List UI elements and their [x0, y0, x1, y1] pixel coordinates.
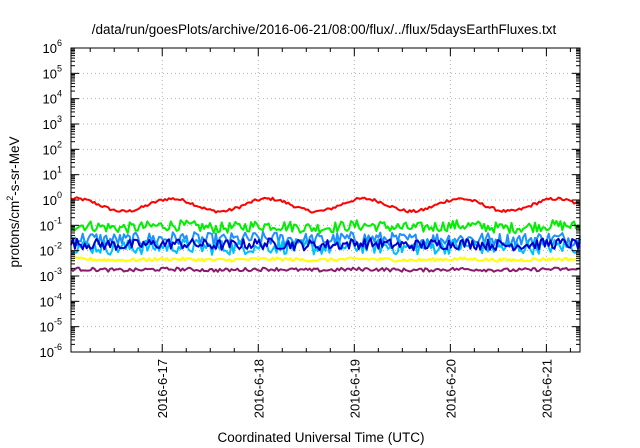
- x-tick-label: 2016-6-21: [539, 359, 554, 418]
- axis-ticks: [71, 47, 580, 353]
- x-tick-label: 2016-6-19: [347, 359, 362, 418]
- y-tick-exponent: 5: [57, 63, 62, 73]
- series-line-3: [70, 230, 581, 248]
- chart-title: /data/run/goesPlots/archive/2016-06-21/0…: [92, 22, 557, 37]
- y-tick-label: 100: [43, 190, 62, 208]
- series-line-2: [70, 219, 581, 235]
- y-tick-label: 10-1: [40, 215, 62, 233]
- y-tick-label: 106: [43, 38, 62, 56]
- y-tick-base: 10: [40, 218, 54, 233]
- y-axis-label-suffix: -s-sr-MeV: [7, 136, 22, 195]
- x-tick-label: 2016-6-18: [251, 359, 266, 418]
- y-tick-label: 10-4: [40, 291, 62, 309]
- y-tick-exponent: 0: [57, 190, 62, 200]
- y-tick-exponent: -4: [54, 291, 62, 301]
- y-tick-base: 10: [40, 345, 54, 360]
- y-tick-base: 10: [43, 66, 57, 81]
- y-tick-label: 10-3: [40, 266, 62, 284]
- y-tick-exponent: -1: [54, 215, 62, 225]
- y-tick-base: 10: [43, 92, 57, 107]
- y-tick-label: 10-2: [40, 241, 62, 259]
- y-axis-label-superscript: 2: [5, 196, 15, 201]
- y-axis-label-prefix: protons/cm: [7, 201, 22, 268]
- series-layer: [70, 196, 581, 273]
- y-tick-exponent: -5: [54, 317, 62, 327]
- grid-lines: [71, 48, 580, 352]
- series-line-6: [70, 256, 581, 263]
- y-tick-exponent: 1: [57, 165, 62, 175]
- x-tick-label: 2016-6-17: [155, 359, 170, 418]
- y-tick-base: 10: [43, 117, 57, 132]
- y-tick-label: 105: [43, 63, 62, 81]
- y-tick-base: 10: [40, 320, 54, 335]
- y-tick-base: 10: [43, 168, 57, 183]
- y-tick-label: 10-6: [40, 342, 62, 360]
- y-tick-exponent: 2: [57, 139, 62, 149]
- y-tick-label: 103: [43, 114, 62, 132]
- y-tick-base: 10: [40, 244, 54, 259]
- y-tick-base: 10: [40, 294, 54, 309]
- y-tick-exponent: -2: [54, 241, 62, 251]
- series-line-1: [70, 196, 581, 214]
- y-tick-base: 10: [40, 269, 54, 284]
- y-tick-exponent: 3: [57, 114, 62, 124]
- y-tick-exponent: -3: [54, 266, 62, 276]
- y-tick-base: 10: [43, 41, 57, 56]
- series-line-5: [70, 237, 581, 252]
- y-tick-labels: 10-610-510-410-310-210-11001011021031041…: [40, 38, 62, 360]
- x-tick-label: 2016-6-20: [443, 359, 458, 418]
- x-tick-labels: 2016-6-17 2016-6-18 2016-6-19 2016-6-20 2016…: [155, 359, 554, 418]
- y-tick-exponent: 6: [57, 38, 62, 48]
- y-axis-label: protons/cm2-s-sr-MeV: [5, 136, 22, 267]
- y-tick-label: 101: [43, 165, 62, 183]
- y-tick-exponent: 4: [57, 89, 62, 99]
- y-tick-base: 10: [43, 193, 57, 208]
- y-tick-label: 10-5: [40, 317, 62, 335]
- y-tick-label: 102: [43, 139, 62, 157]
- x-axis-label: Coordinated Universal Time (UTC): [217, 430, 424, 445]
- y-tick-label: 104: [43, 89, 62, 107]
- y-tick-exponent: -6: [54, 342, 62, 352]
- y-tick-base: 10: [43, 142, 57, 157]
- series-line-7: [70, 266, 581, 273]
